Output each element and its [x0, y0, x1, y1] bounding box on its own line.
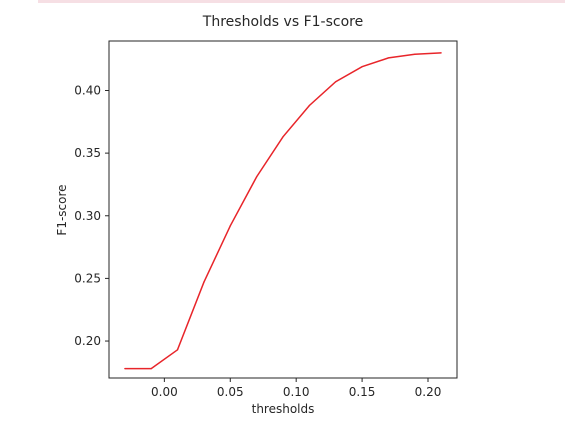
x-tick-label: 0.00: [151, 385, 178, 399]
top-rule: [38, 0, 565, 3]
x-tick-label: 0.10: [283, 385, 310, 399]
data-point: [440, 52, 442, 54]
data-point: [124, 368, 126, 370]
y-tick-label: 0.25: [74, 271, 101, 285]
data-point: [229, 225, 231, 227]
x-axis-ticks: 0.00 0.05 0.10 0.15 0.20: [151, 378, 441, 399]
data-point: [387, 57, 390, 59]
y-axis-label: F1-score: [55, 184, 69, 235]
data-point: [256, 176, 258, 178]
y-tick-label: 0.30: [74, 209, 101, 223]
y-tick-label: 0.35: [74, 146, 101, 160]
data-point: [308, 104, 310, 107]
data-point: [150, 368, 152, 370]
x-tick-label: 0.20: [415, 385, 442, 399]
series-line: [124, 52, 442, 370]
data-point: [203, 281, 205, 283]
y-tick-label: 0.40: [74, 83, 101, 97]
plot-frame: [108, 40, 458, 379]
data-point: [176, 349, 179, 351]
data-point: [414, 53, 416, 55]
data-point: [361, 66, 363, 68]
x-tick-label: 0.15: [349, 385, 376, 399]
y-tick-label: 0.20: [74, 334, 101, 348]
data-point: [282, 136, 284, 138]
x-axis-label: thresholds: [252, 402, 315, 416]
x-tick-label: 0.05: [217, 385, 244, 399]
y-axis-ticks: 0.20 0.25 0.30 0.35 0.40: [74, 83, 109, 348]
series-points: [124, 52, 442, 370]
data-point: [335, 81, 337, 83]
chart-title: Thresholds vs F1-score: [202, 14, 363, 30]
